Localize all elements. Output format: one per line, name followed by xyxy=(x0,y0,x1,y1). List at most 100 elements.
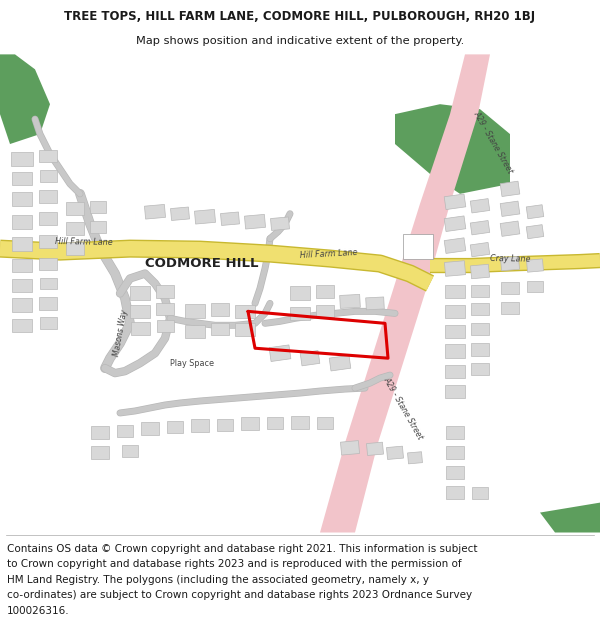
Bar xyxy=(91,426,109,439)
Text: Cray Lane: Cray Lane xyxy=(490,254,530,263)
Bar xyxy=(66,202,84,215)
Bar xyxy=(211,323,229,335)
Bar xyxy=(526,205,544,219)
Bar xyxy=(471,303,489,316)
Bar xyxy=(156,285,174,298)
Bar xyxy=(130,305,150,318)
Bar xyxy=(185,325,205,338)
Bar xyxy=(470,242,490,257)
Text: Map shows position and indicative extent of the property.: Map shows position and indicative extent… xyxy=(136,36,464,46)
Bar xyxy=(194,209,215,224)
Bar xyxy=(170,207,190,221)
Bar xyxy=(445,344,465,358)
Text: Hill Farm Lane: Hill Farm Lane xyxy=(55,237,113,247)
Bar xyxy=(39,213,57,225)
Bar xyxy=(90,201,106,212)
Bar xyxy=(130,286,150,301)
Bar xyxy=(211,303,229,316)
Bar xyxy=(403,234,433,259)
Bar xyxy=(470,199,490,213)
Bar xyxy=(66,222,84,235)
Bar xyxy=(39,297,57,310)
Bar xyxy=(500,221,520,236)
Text: A29 - Stane Street: A29 - Stane Street xyxy=(472,109,515,175)
Text: Masons Way: Masons Way xyxy=(112,309,129,358)
Bar xyxy=(500,201,520,216)
Bar xyxy=(91,446,109,459)
Bar xyxy=(470,221,490,235)
Bar xyxy=(340,441,359,455)
Bar xyxy=(40,318,56,329)
Bar xyxy=(527,259,544,272)
Bar xyxy=(12,173,32,186)
Bar xyxy=(317,417,333,429)
Bar xyxy=(267,417,283,429)
Bar xyxy=(221,212,239,226)
Bar xyxy=(445,285,465,298)
Bar xyxy=(444,216,466,231)
Bar xyxy=(472,487,488,499)
Text: HM Land Registry. The polygons (including the associated geometry, namely x, y: HM Land Registry. The polygons (includin… xyxy=(7,574,429,584)
Bar xyxy=(500,181,520,196)
Bar xyxy=(241,418,259,431)
Text: co-ordinates) are subject to Crown copyright and database rights 2023 Ordnance S: co-ordinates) are subject to Crown copyr… xyxy=(7,590,472,600)
Text: CODMORE HILL: CODMORE HILL xyxy=(145,257,259,270)
Bar xyxy=(526,224,544,239)
Bar xyxy=(300,351,320,366)
Polygon shape xyxy=(395,104,510,194)
Bar xyxy=(471,323,489,335)
Polygon shape xyxy=(320,54,490,532)
Bar xyxy=(501,302,519,314)
Bar xyxy=(39,191,57,203)
Bar xyxy=(446,446,464,459)
Bar xyxy=(407,452,422,464)
Bar xyxy=(39,149,57,162)
Bar xyxy=(445,384,465,398)
Bar xyxy=(340,294,361,308)
Bar xyxy=(156,303,174,316)
Bar xyxy=(141,422,159,436)
Text: Hill Farm Lane: Hill Farm Lane xyxy=(300,248,358,259)
Bar xyxy=(386,446,403,459)
Bar xyxy=(446,486,464,499)
Bar xyxy=(12,279,32,292)
Bar xyxy=(316,285,334,298)
Bar xyxy=(40,170,56,182)
Text: to Crown copyright and database rights 2023 and is reproduced with the permissio: to Crown copyright and database rights 2… xyxy=(7,559,462,569)
Text: A29 - Stane Street: A29 - Stane Street xyxy=(382,375,425,441)
Bar xyxy=(367,442,383,456)
Bar xyxy=(12,192,32,206)
Bar xyxy=(444,194,466,209)
Bar xyxy=(316,306,334,318)
Bar xyxy=(217,419,233,431)
Bar xyxy=(527,281,543,292)
Bar xyxy=(12,298,32,312)
Bar xyxy=(445,325,465,338)
Bar xyxy=(11,152,33,166)
Bar xyxy=(445,261,466,276)
Bar xyxy=(235,305,255,318)
Text: TREE TOPS, HILL FARM LANE, CODMORE HILL, PULBOROUGH, RH20 1BJ: TREE TOPS, HILL FARM LANE, CODMORE HILL,… xyxy=(64,10,536,22)
Bar xyxy=(290,307,310,320)
Bar xyxy=(12,319,32,332)
Bar xyxy=(470,264,490,279)
Bar xyxy=(471,286,489,298)
Bar xyxy=(117,425,133,437)
Bar xyxy=(12,259,32,272)
Bar xyxy=(271,217,289,231)
Bar xyxy=(90,221,106,232)
Bar xyxy=(244,214,266,229)
Bar xyxy=(157,321,173,332)
Bar xyxy=(12,237,32,251)
Bar xyxy=(471,342,489,356)
Bar xyxy=(235,323,255,336)
Bar xyxy=(167,421,183,433)
Text: 100026316.: 100026316. xyxy=(7,606,70,616)
Bar xyxy=(131,322,149,335)
Bar xyxy=(445,364,465,378)
Bar xyxy=(269,345,291,361)
Bar xyxy=(446,466,464,479)
Bar xyxy=(444,238,466,253)
Text: Play Space: Play Space xyxy=(170,359,214,368)
Polygon shape xyxy=(0,54,600,532)
